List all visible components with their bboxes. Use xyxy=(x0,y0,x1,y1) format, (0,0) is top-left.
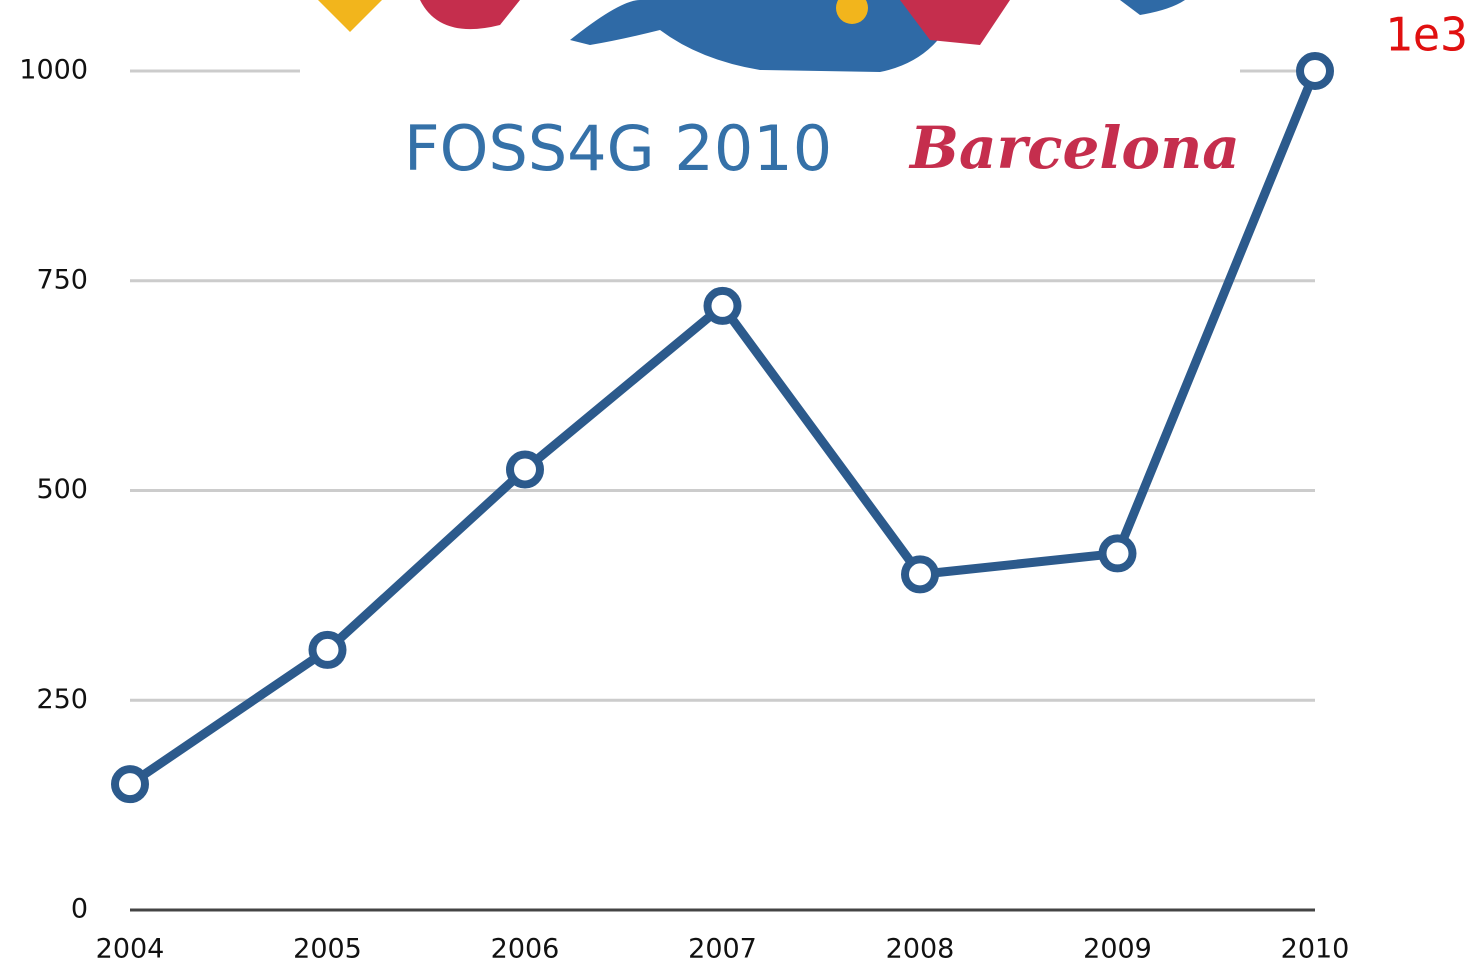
x-tick-label: 2005 xyxy=(293,934,362,965)
point xyxy=(111,765,149,804)
y-tick-label: 750 xyxy=(36,264,88,295)
y-tick-label: 250 xyxy=(36,684,88,715)
y-tick-label: 500 xyxy=(36,474,88,505)
y-tick-label: 0 xyxy=(71,894,88,925)
logo-shape xyxy=(836,0,868,24)
x-tick-label: 2010 xyxy=(1281,934,1350,965)
logo-shape xyxy=(900,0,1010,45)
point xyxy=(901,555,939,594)
x-tick-label: 2009 xyxy=(1083,934,1152,965)
logo-shape xyxy=(1120,0,1185,15)
x-tick-label: 2007 xyxy=(688,934,757,965)
x-tick-label: 2006 xyxy=(491,934,560,965)
logo-shape xyxy=(318,0,382,32)
x-tick-label: 2004 xyxy=(96,934,165,965)
point xyxy=(1098,534,1137,573)
point xyxy=(1296,52,1334,90)
logo-shape xyxy=(420,0,520,30)
point xyxy=(506,450,544,489)
y-tick-label: 1000 xyxy=(19,55,88,86)
point xyxy=(308,630,347,669)
logo-title: FOSS4G 2010 xyxy=(404,112,832,185)
x-tick-label: 2008 xyxy=(886,934,955,965)
point xyxy=(703,286,742,325)
annotation: 1e3 xyxy=(1385,8,1468,62)
logo-subtitle: Barcelona xyxy=(908,114,1240,182)
logo: FOSS4G 2010 Barcelona xyxy=(300,0,1240,200)
